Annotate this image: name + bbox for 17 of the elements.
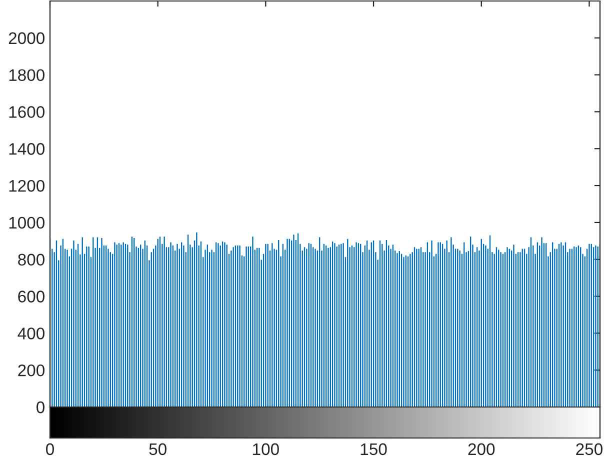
y-tick-label: 400 [18, 328, 44, 340]
x-tick-label: 100 [253, 443, 279, 456]
y-tick-label: 200 [18, 364, 44, 376]
x-tick-label: 150 [360, 443, 387, 456]
y-tick-label: 1600 [9, 106, 44, 118]
y-tick-label: 600 [18, 290, 44, 302]
y-tick-label: 1800 [9, 69, 44, 82]
y-tick-label: 1200 [9, 180, 44, 192]
y-tick-label: 1400 [9, 143, 44, 155]
y-tick-label: 0 [36, 401, 44, 414]
y-tick-label: 2000 [8, 32, 44, 44]
x-tick-label: 0 [46, 443, 54, 456]
x-tick-label: 50 [149, 443, 166, 456]
y-tick-label: 1000 [9, 216, 44, 229]
y-tick-label: 800 [18, 254, 44, 266]
x-tick-label: 200 [468, 443, 495, 456]
x-tick-label: 250 [576, 443, 602, 456]
